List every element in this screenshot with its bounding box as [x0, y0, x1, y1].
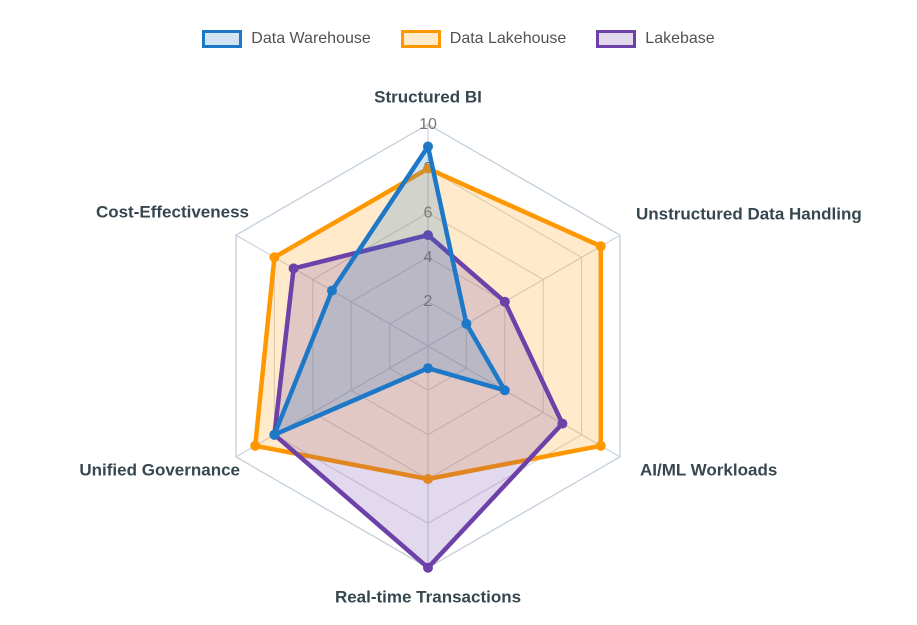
grid-spoke-ai-ml-workloads [427, 345, 621, 458]
legend-label-data-lakehouse: Data Lakehouse [449, 30, 567, 47]
data-point-data-warehouse-unified-governance [269, 429, 280, 440]
data-point-lakebase-real-time-transactions [423, 562, 433, 573]
axis-label-unified-governance: Unified Governance [79, 461, 240, 480]
scale-tick-4: 4 [424, 249, 433, 266]
legend-swatch-data-warehouse [202, 30, 243, 48]
data-point-data-warehouse-structured-bi [423, 141, 433, 152]
data-point-data-lakehouse-unstructured-data-handling [595, 241, 606, 252]
grid-spoke-unified-governance [235, 345, 429, 458]
scale-tick-10: 10 [419, 116, 437, 133]
legend-swatch-lakebase [596, 30, 637, 48]
scale-tick-6: 6 [424, 205, 433, 222]
axis-label-real-time-transactions: Real-time Transactions [335, 588, 521, 607]
data-point-data-warehouse-unstructured-data-handling [461, 318, 472, 329]
data-point-lakebase-unstructured-data-handling [499, 296, 510, 307]
axis-label-ai-ml-workloads: AI/ML Workloads [640, 461, 777, 480]
axis-label-cost-effectiveness: Cost-Effectiveness [96, 203, 249, 222]
axis-label-structured-bi: Structured BI [374, 88, 482, 107]
legend-label-data-warehouse: Data Warehouse [251, 30, 371, 47]
data-point-data-lakehouse-ai-ml-workloads [595, 440, 606, 451]
data-point-data-lakehouse-real-time-transactions [423, 474, 433, 484]
data-point-lakebase-structured-bi [423, 230, 433, 241]
grid-spoke-unstructured-data-handling [427, 234, 621, 347]
data-point-data-warehouse-cost-effectiveness [327, 285, 337, 296]
legend-label-lakebase: Lakebase [645, 30, 715, 47]
data-point-data-warehouse-ai-ml-workloads [499, 385, 510, 396]
legend-item-data-warehouse[interactable]: Data Warehouse [202, 30, 371, 48]
scale-tick-2: 2 [424, 293, 433, 310]
data-point-data-lakehouse-unified-governance [250, 440, 261, 451]
axis-label-unstructured-data-handling: Unstructured Data Handling [636, 205, 862, 224]
data-point-lakebase-ai-ml-workloads [557, 418, 568, 429]
data-point-lakebase-cost-effectiveness [288, 263, 299, 274]
legend-item-lakebase[interactable]: Lakebase [596, 30, 715, 48]
data-point-data-warehouse-real-time-transactions [423, 363, 433, 374]
legend-item-data-lakehouse[interactable]: Data Lakehouse [400, 30, 567, 48]
chart-legend: Data Warehouse Data Lakehouse Lakebase [0, 30, 917, 48]
data-point-data-lakehouse-cost-effectiveness [269, 252, 280, 263]
legend-swatch-data-lakehouse [400, 30, 441, 48]
